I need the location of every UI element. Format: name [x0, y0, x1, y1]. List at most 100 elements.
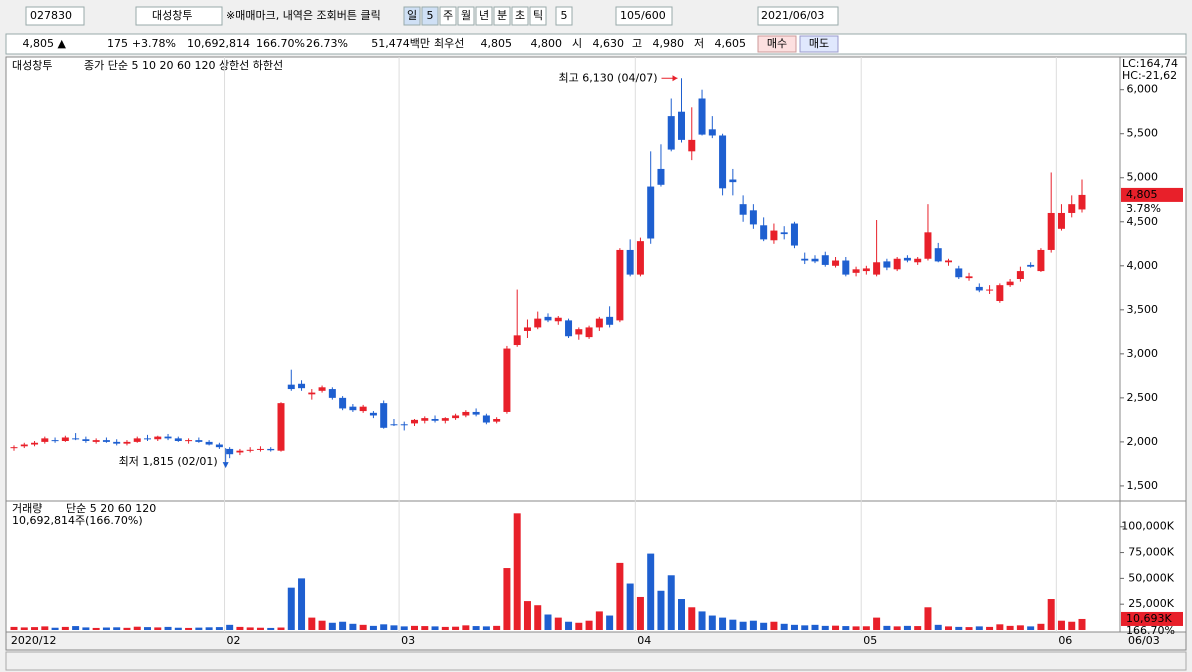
candle-body [411, 419, 418, 424]
volume-bar [215, 627, 223, 630]
volume-bar [986, 626, 994, 630]
volume-bar [441, 626, 449, 630]
y-tick-label: 5,500 [1127, 127, 1159, 140]
candle-body [144, 438, 151, 440]
x-tick-label: 03 [401, 634, 415, 647]
candle-body [647, 186, 655, 239]
volume-bar [267, 627, 275, 630]
candle-body [82, 439, 90, 442]
annotation: 최저 1,815 (02/01) [119, 455, 218, 468]
volume-bar [31, 627, 39, 630]
y-tick-label: 4,000 [1127, 259, 1159, 272]
volume-bar [1016, 625, 1024, 630]
candle-body [503, 348, 511, 412]
volume-bar [61, 626, 69, 630]
volume-bar [749, 620, 757, 630]
volume-bar [729, 619, 737, 630]
arrow-head [222, 462, 229, 469]
volume-bar [945, 626, 952, 630]
y-tick-label: 5,000 [1127, 171, 1159, 184]
volume-bar [1027, 626, 1035, 630]
period-button[interactable] [439, 6, 457, 26]
y-tick-label: 3,000 [1127, 347, 1159, 360]
volume-bar [72, 626, 80, 630]
candle-body [441, 418, 449, 421]
y-tick-label: 4,500 [1127, 215, 1159, 228]
candle-body [61, 437, 69, 442]
period-button[interactable] [475, 6, 493, 26]
scrollbar[interactable] [5, 651, 1187, 671]
volume-bar [369, 625, 377, 630]
candle-body [102, 440, 110, 442]
volume-bar [975, 626, 983, 630]
code-box[interactable] [25, 6, 85, 26]
candle-body [842, 260, 850, 275]
volume-bar [688, 607, 696, 630]
volume-bar [452, 626, 460, 630]
candle-body [205, 441, 213, 445]
candle-body [626, 249, 634, 275]
lc: LC:164,74 [1122, 57, 1178, 70]
period-label: 5 [561, 9, 568, 22]
notice: ※매매마크, 내역은 조회버튼 클릭 [226, 9, 381, 22]
period-label: 5 [427, 9, 434, 22]
period-button[interactable] [529, 6, 547, 26]
volume-bar [544, 614, 552, 630]
volume-bar [965, 627, 973, 630]
candle-body [1068, 204, 1076, 213]
volume-bar [493, 625, 501, 630]
high: 4,980 [653, 37, 685, 50]
x-tick-label: 06 [1058, 634, 1072, 647]
volume-bar [349, 623, 357, 630]
volume-bar [996, 624, 1004, 630]
candle-body [1027, 264, 1035, 267]
period-button[interactable] [511, 6, 529, 26]
volume-bar [277, 627, 285, 630]
volume-bar [534, 605, 542, 630]
candle-body [554, 317, 562, 322]
volume-bar [185, 627, 193, 630]
volume-bar [256, 627, 264, 630]
date-box[interactable] [757, 6, 839, 26]
buy-button[interactable] [757, 35, 797, 53]
volume-bar [298, 578, 306, 630]
candle-body [195, 440, 203, 442]
period-button[interactable] [457, 6, 475, 26]
name-box[interactable] [135, 6, 223, 26]
volume-bar [164, 626, 172, 630]
volume-bar [647, 553, 655, 630]
sell-button[interactable] [799, 35, 839, 53]
period-label: 일 [407, 8, 417, 22]
candle-body [51, 440, 59, 442]
stock-name: 대성창투 [152, 9, 192, 22]
period-button[interactable] [421, 6, 439, 26]
period-button[interactable] [403, 6, 421, 26]
candle-body [390, 424, 398, 426]
candle-body [852, 269, 860, 273]
x-tick-label: 2020/12 [11, 634, 57, 647]
period-button[interactable] [493, 6, 511, 26]
candle-body [31, 442, 39, 445]
volume-bar [51, 627, 59, 630]
candle-body [678, 111, 685, 140]
period-label: 월 [461, 9, 471, 22]
candle-body [298, 383, 306, 389]
x-tick-label: 04 [637, 634, 651, 647]
candle-body [790, 223, 798, 246]
period-button[interactable] [555, 6, 573, 26]
volume-bar [41, 626, 49, 630]
volume-bar [174, 627, 182, 630]
volume-bar [636, 596, 644, 630]
y-tick-label: 75,000K [1128, 546, 1174, 559]
candle-body [328, 389, 336, 398]
volume-bar [739, 621, 747, 630]
high-label: 고 [632, 37, 642, 50]
period-label: 주 [443, 9, 453, 22]
volume-bar [708, 615, 716, 630]
volume-bar [339, 621, 347, 630]
candle-body [1057, 212, 1065, 229]
volume-bar [472, 626, 480, 630]
candle-body [246, 449, 254, 451]
volume-bar [318, 620, 326, 630]
candle-body [185, 440, 193, 442]
